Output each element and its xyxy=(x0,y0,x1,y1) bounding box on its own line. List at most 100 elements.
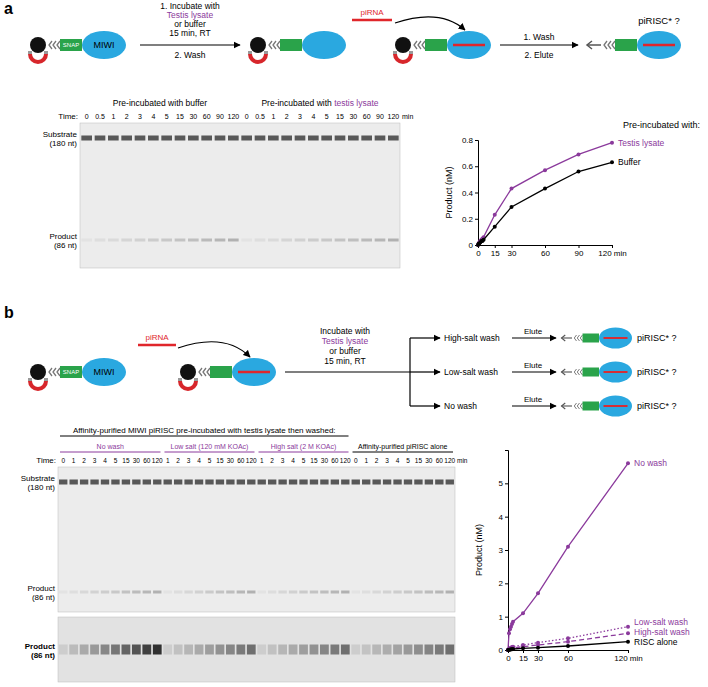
substrate-band xyxy=(90,480,98,485)
step-text: 2. Wash xyxy=(175,50,206,60)
product-band-enhanced xyxy=(101,645,110,655)
lane-time: 3 xyxy=(281,457,285,464)
product-band-enhanced xyxy=(90,645,99,655)
series-point xyxy=(510,646,514,650)
product-band-enhanced xyxy=(268,645,277,655)
series-line xyxy=(508,633,628,650)
substrate-band xyxy=(205,480,213,485)
tick-label: 60 xyxy=(541,249,550,258)
lane-time: 4 xyxy=(311,113,315,120)
group-label: No wash xyxy=(97,443,124,450)
series-point xyxy=(626,461,630,465)
magnet-tip xyxy=(409,51,413,54)
product-band xyxy=(278,591,286,594)
tick: 120 min xyxy=(614,650,642,663)
product-band xyxy=(446,591,454,594)
arrow xyxy=(500,44,578,45)
y-axis: 012345 xyxy=(499,451,509,656)
lane-time: 2 xyxy=(176,457,180,464)
product-band xyxy=(237,591,245,594)
lane-time: 60 xyxy=(331,457,339,464)
lane-time: 30 xyxy=(133,457,141,464)
substrate-label: Substrate xyxy=(21,474,56,483)
miwi xyxy=(599,362,632,383)
tether-head xyxy=(562,335,566,341)
lane-time: 3 xyxy=(385,457,389,464)
gel xyxy=(80,123,400,268)
product-band xyxy=(226,591,234,594)
product-band-enhanced xyxy=(174,645,183,655)
product-label: Product xyxy=(27,584,55,593)
curved-arrow xyxy=(395,17,465,30)
group-label-part: Pre-incubated with xyxy=(261,98,334,108)
lane-time: 1 xyxy=(72,457,76,464)
tether xyxy=(562,337,573,338)
series-point xyxy=(577,152,581,156)
lane-time: 4 xyxy=(396,457,400,464)
linker xyxy=(53,368,56,376)
tick-mark xyxy=(505,483,508,484)
lane-time: 120 xyxy=(152,457,163,464)
magnet xyxy=(30,381,46,389)
y-axis-title: Product (nM) xyxy=(444,166,454,218)
lane-time: 4 xyxy=(291,457,295,464)
substrate-band xyxy=(241,136,252,141)
snap-label: SNAP xyxy=(63,42,79,48)
product-band xyxy=(59,591,67,594)
product-band xyxy=(289,591,297,594)
substrate-band xyxy=(135,136,146,141)
product-band xyxy=(121,239,132,242)
magnet-tip xyxy=(264,51,268,54)
linker xyxy=(418,41,421,49)
product-band xyxy=(80,591,88,594)
product-band xyxy=(331,591,339,594)
snap-tag xyxy=(60,366,82,378)
step-text: 2. Elute xyxy=(525,50,554,60)
tick-label: 120 min xyxy=(598,249,626,258)
product-band xyxy=(111,591,119,594)
tick-mark xyxy=(505,583,508,584)
tick: 0 xyxy=(506,650,511,663)
linker xyxy=(604,41,607,49)
product-band-enhanced xyxy=(414,645,423,655)
lane-time: 60 xyxy=(363,113,371,120)
product-band xyxy=(299,591,307,594)
product-band xyxy=(101,591,109,594)
series-point xyxy=(610,141,614,145)
magnet xyxy=(30,54,46,62)
lane-time: 1 xyxy=(166,457,170,464)
lane-time: 120 xyxy=(444,457,455,464)
substrate-band xyxy=(216,480,224,485)
product-band-enhanced xyxy=(372,645,381,655)
x-axis: 015306090120 min xyxy=(476,245,626,258)
axis-line xyxy=(509,651,629,654)
product-band xyxy=(388,239,399,242)
pirna xyxy=(352,19,392,22)
product-band-enhanced xyxy=(278,645,287,655)
product-band-enhanced xyxy=(69,645,78,655)
tick: 0.6 xyxy=(462,162,478,171)
linker xyxy=(580,369,582,375)
wash-label: Low-salt wash xyxy=(444,367,498,377)
series-label: RISC alone xyxy=(634,637,678,647)
product-band-enhanced xyxy=(59,645,68,655)
linker xyxy=(422,41,425,49)
linker xyxy=(49,368,52,376)
product-band xyxy=(174,591,182,594)
linker xyxy=(577,403,579,409)
lane-time: 30 xyxy=(189,113,197,120)
lane-time: 15 xyxy=(415,457,423,464)
group-underline xyxy=(60,452,160,453)
miwi xyxy=(599,396,632,417)
series-point xyxy=(543,168,547,172)
lane-time: 30 xyxy=(425,457,433,464)
product-band-enhanced xyxy=(153,645,162,655)
step-text: 15 min, RT xyxy=(324,356,365,366)
product-band xyxy=(268,591,276,594)
tick-label: 0 xyxy=(506,654,511,663)
product-band xyxy=(372,591,380,594)
substrate-band xyxy=(247,480,255,485)
bead xyxy=(180,364,196,380)
series-point xyxy=(482,238,486,242)
product-band xyxy=(161,239,172,242)
